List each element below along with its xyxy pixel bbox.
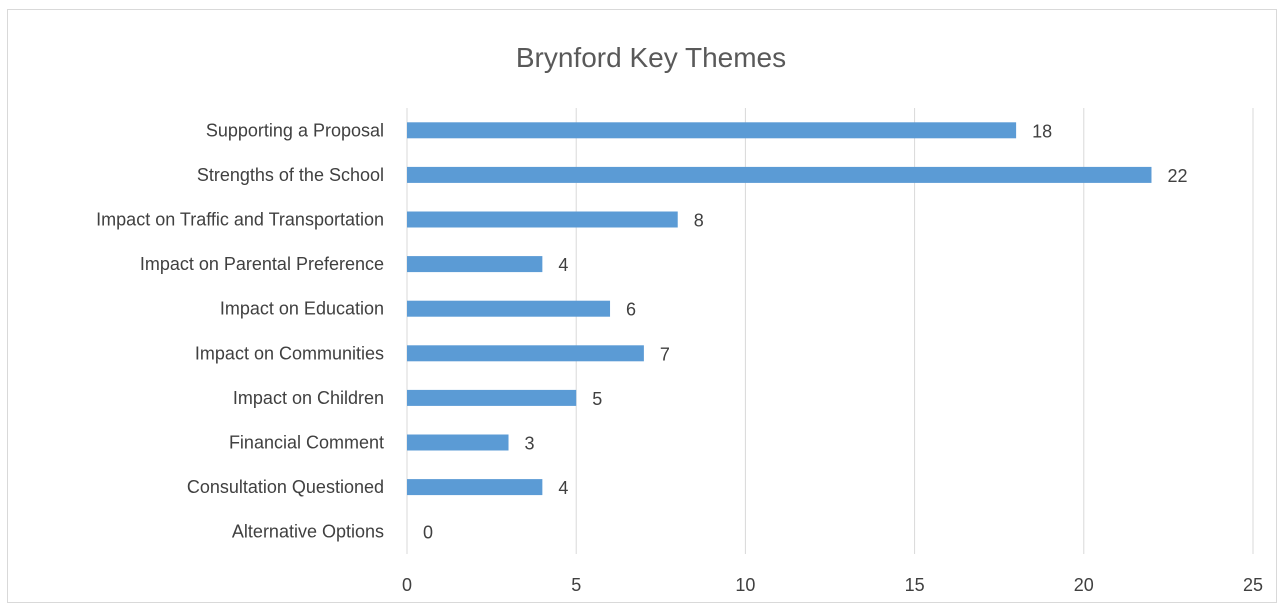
bar [407,211,678,228]
bar [407,479,543,496]
data-label: 4 [558,478,568,498]
x-tick-label: 5 [571,575,581,595]
data-label: 5 [592,389,602,409]
bar [407,122,1017,139]
x-tick-label: 0 [402,575,412,595]
x-tick-label: 15 [905,575,925,595]
chart-title: Brynford Key Themes [516,42,786,73]
bar-layer [407,122,1152,496]
category-label: Impact on Education [220,299,384,319]
data-label: 18 [1032,121,1052,141]
chart-frame [7,9,1277,603]
bar [407,166,1152,183]
category-label: Financial Comment [229,433,384,453]
category-label: Supporting a Proposal [206,120,384,140]
category-label: Impact on Children [233,388,384,408]
label-layer: 0 5 10 15 20 25 Supporting a Proposal 18 Strengt… [96,120,1263,595]
bar [407,256,543,273]
category-label: Strengths of the School [197,165,384,185]
bar [407,300,611,317]
bar [407,345,644,362]
x-tick-label: 25 [1243,575,1263,595]
data-label: 3 [525,434,535,454]
category-label: Alternative Options [232,522,384,542]
data-label: 7 [660,344,670,364]
bar [407,434,509,451]
category-label: Impact on Traffic and Transportation [96,210,384,230]
data-label: 8 [694,211,704,231]
bar [407,389,577,406]
data-label: 6 [626,300,636,320]
category-label: Impact on Communities [195,343,384,363]
category-label: Consultation Questioned [187,477,384,497]
x-tick-label: 10 [735,575,755,595]
category-label: Impact on Parental Preference [140,254,384,274]
data-label: 0 [423,523,433,543]
x-tick-label: 20 [1074,575,1094,595]
data-label: 4 [558,255,568,275]
data-label: 22 [1167,166,1187,186]
